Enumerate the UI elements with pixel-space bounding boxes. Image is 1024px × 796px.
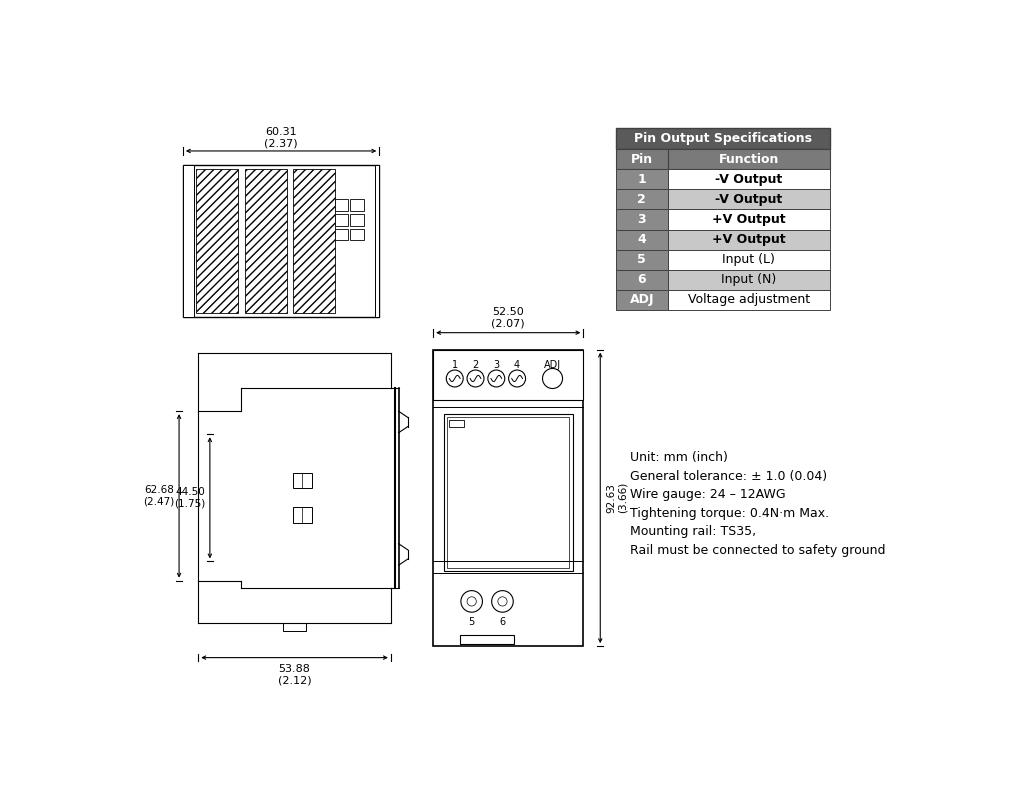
Text: 44.50
(1.75): 44.50 (1.75) xyxy=(174,487,205,509)
Bar xyxy=(668,209,829,229)
Text: -V Output: -V Output xyxy=(715,173,782,186)
Bar xyxy=(350,214,364,225)
Bar xyxy=(615,170,668,189)
Bar xyxy=(668,290,829,310)
Text: 4: 4 xyxy=(638,233,646,246)
Bar xyxy=(350,200,364,211)
Bar xyxy=(350,228,364,240)
Bar xyxy=(433,349,584,646)
Bar xyxy=(460,634,514,644)
Bar xyxy=(615,229,668,249)
Text: Mounting rail: TS35,: Mounting rail: TS35, xyxy=(630,525,756,538)
Bar xyxy=(615,189,668,209)
Bar xyxy=(335,214,348,225)
Bar xyxy=(183,165,194,318)
Bar xyxy=(615,270,668,290)
Text: -V Output: -V Output xyxy=(715,193,782,206)
Bar xyxy=(668,170,829,189)
Text: 62.68
(2.47): 62.68 (2.47) xyxy=(143,485,174,507)
Text: 1: 1 xyxy=(452,361,458,370)
Text: 5: 5 xyxy=(638,253,646,266)
Text: 1: 1 xyxy=(638,173,646,186)
Bar xyxy=(183,165,379,318)
Bar xyxy=(283,623,306,630)
Text: Input (L): Input (L) xyxy=(723,253,775,266)
Text: Function: Function xyxy=(719,153,779,166)
Bar xyxy=(668,229,829,249)
Text: Unit: mm (inch): Unit: mm (inch) xyxy=(630,451,727,464)
Bar xyxy=(615,249,668,270)
Text: 52.50
(2.07): 52.50 (2.07) xyxy=(492,307,525,329)
Bar xyxy=(449,419,464,427)
Text: General tolerance: ± 1.0 (0.04): General tolerance: ± 1.0 (0.04) xyxy=(630,470,826,482)
Text: Input (N): Input (N) xyxy=(721,273,776,286)
Text: 3: 3 xyxy=(638,213,646,226)
Text: 3: 3 xyxy=(494,361,500,370)
Bar xyxy=(615,290,668,310)
Bar xyxy=(615,150,668,170)
Text: +V Output: +V Output xyxy=(712,213,785,226)
Bar xyxy=(668,189,829,209)
Text: 2: 2 xyxy=(638,193,646,206)
Bar xyxy=(444,414,572,572)
Bar xyxy=(447,417,569,568)
Bar xyxy=(668,249,829,270)
Bar xyxy=(293,508,311,523)
Text: Rail must be connected to safety ground: Rail must be connected to safety ground xyxy=(630,544,885,556)
Bar xyxy=(375,165,379,318)
Text: Pin: Pin xyxy=(631,153,653,166)
Bar xyxy=(196,169,239,314)
Text: Pin Output Specifications: Pin Output Specifications xyxy=(634,132,812,145)
Text: 92.63
(3.66): 92.63 (3.66) xyxy=(606,482,628,513)
Text: 60.31
(2.37): 60.31 (2.37) xyxy=(264,127,298,149)
Bar xyxy=(293,473,311,488)
Text: Wire gauge: 24 – 12AWG: Wire gauge: 24 – 12AWG xyxy=(630,488,785,501)
Bar xyxy=(433,349,584,400)
Bar xyxy=(245,169,287,314)
Text: Tightening torque: 0.4N·m Max.: Tightening torque: 0.4N·m Max. xyxy=(630,507,828,520)
Text: 6: 6 xyxy=(500,617,506,626)
Bar xyxy=(615,209,668,229)
Text: 2: 2 xyxy=(472,361,478,370)
Text: 53.88
(2.12): 53.88 (2.12) xyxy=(278,664,311,685)
Text: ADJ: ADJ xyxy=(630,293,654,306)
Text: 5: 5 xyxy=(469,617,475,626)
Bar xyxy=(293,169,336,314)
Bar xyxy=(335,228,348,240)
Bar xyxy=(335,200,348,211)
Text: 4: 4 xyxy=(514,361,520,370)
Bar xyxy=(668,150,829,170)
Bar xyxy=(668,270,829,290)
Text: 6: 6 xyxy=(638,273,646,286)
Bar xyxy=(615,128,829,150)
Text: +V Output: +V Output xyxy=(712,233,785,246)
Text: Voltage adjustment: Voltage adjustment xyxy=(688,293,810,306)
Text: ADJ: ADJ xyxy=(544,361,561,370)
